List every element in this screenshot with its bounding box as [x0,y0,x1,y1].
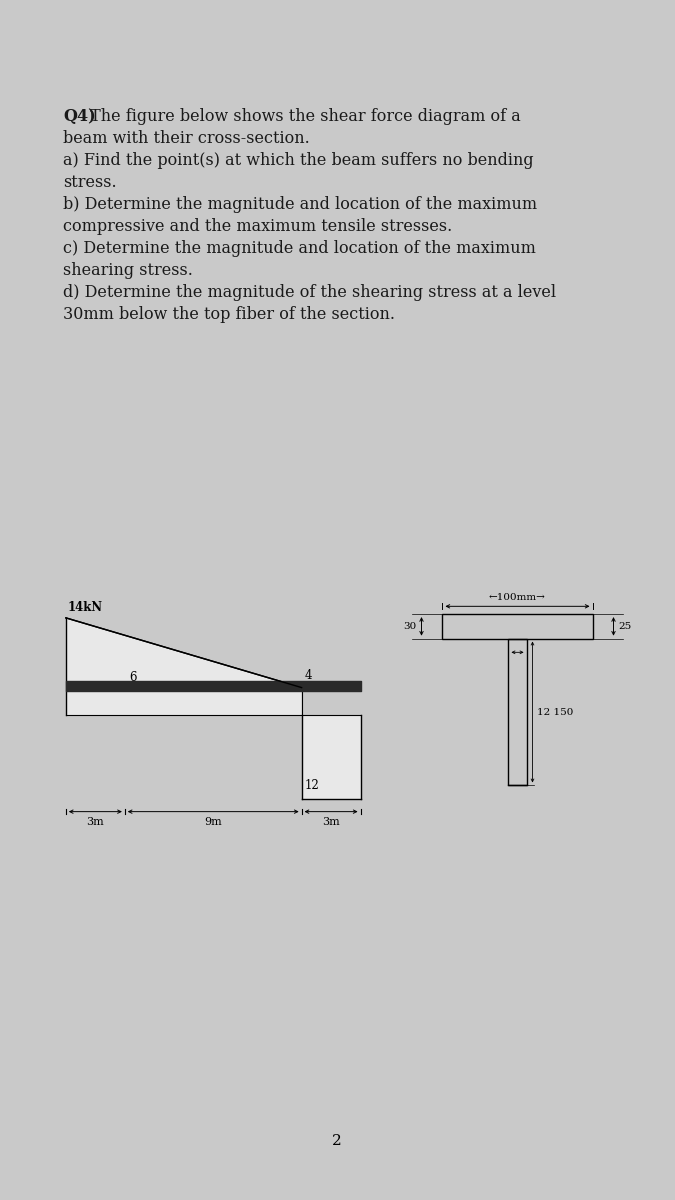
Text: ←100mm→: ←100mm→ [489,594,546,602]
Bar [508,638,526,786]
Text: 14kN: 14kN [68,601,103,614]
Text: shearing stress.: shearing stress. [63,262,193,278]
Text: 4: 4 [304,670,312,682]
Text: a) Find the point(s) at which the beam suffers no bending: a) Find the point(s) at which the beam s… [63,152,534,169]
Text: c) Determine the magnitude and location of the maximum: c) Determine the magnitude and location … [63,240,536,257]
Text: 6: 6 [129,671,136,684]
Text: 30: 30 [404,622,417,631]
Bar [443,614,593,638]
Text: Q4): Q4) [63,108,96,125]
Text: stress.: stress. [63,174,117,191]
Text: The figure below shows the shear force diagram of a: The figure below shows the shear force d… [84,108,520,125]
Text: b) Determine the magnitude and location of the maximum: b) Determine the magnitude and location … [63,196,537,214]
Text: beam with their cross-section.: beam with their cross-section. [63,130,310,146]
Text: 12: 12 [304,779,319,792]
Text: 12 150: 12 150 [537,708,573,716]
Text: 30mm below the top fiber of the section.: 30mm below the top fiber of the section. [63,306,395,323]
Text: 3m: 3m [322,817,340,827]
Text: 9m: 9m [205,817,222,827]
Text: d) Determine the magnitude of the shearing stress at a level: d) Determine the magnitude of the sheari… [63,284,556,301]
Polygon shape [302,715,360,799]
Text: 25: 25 [618,622,631,631]
Text: 2: 2 [332,1134,342,1148]
Text: 3m: 3m [86,817,104,827]
Text: compressive and the maximum tensile stresses.: compressive and the maximum tensile stre… [63,218,452,235]
Polygon shape [66,618,302,715]
